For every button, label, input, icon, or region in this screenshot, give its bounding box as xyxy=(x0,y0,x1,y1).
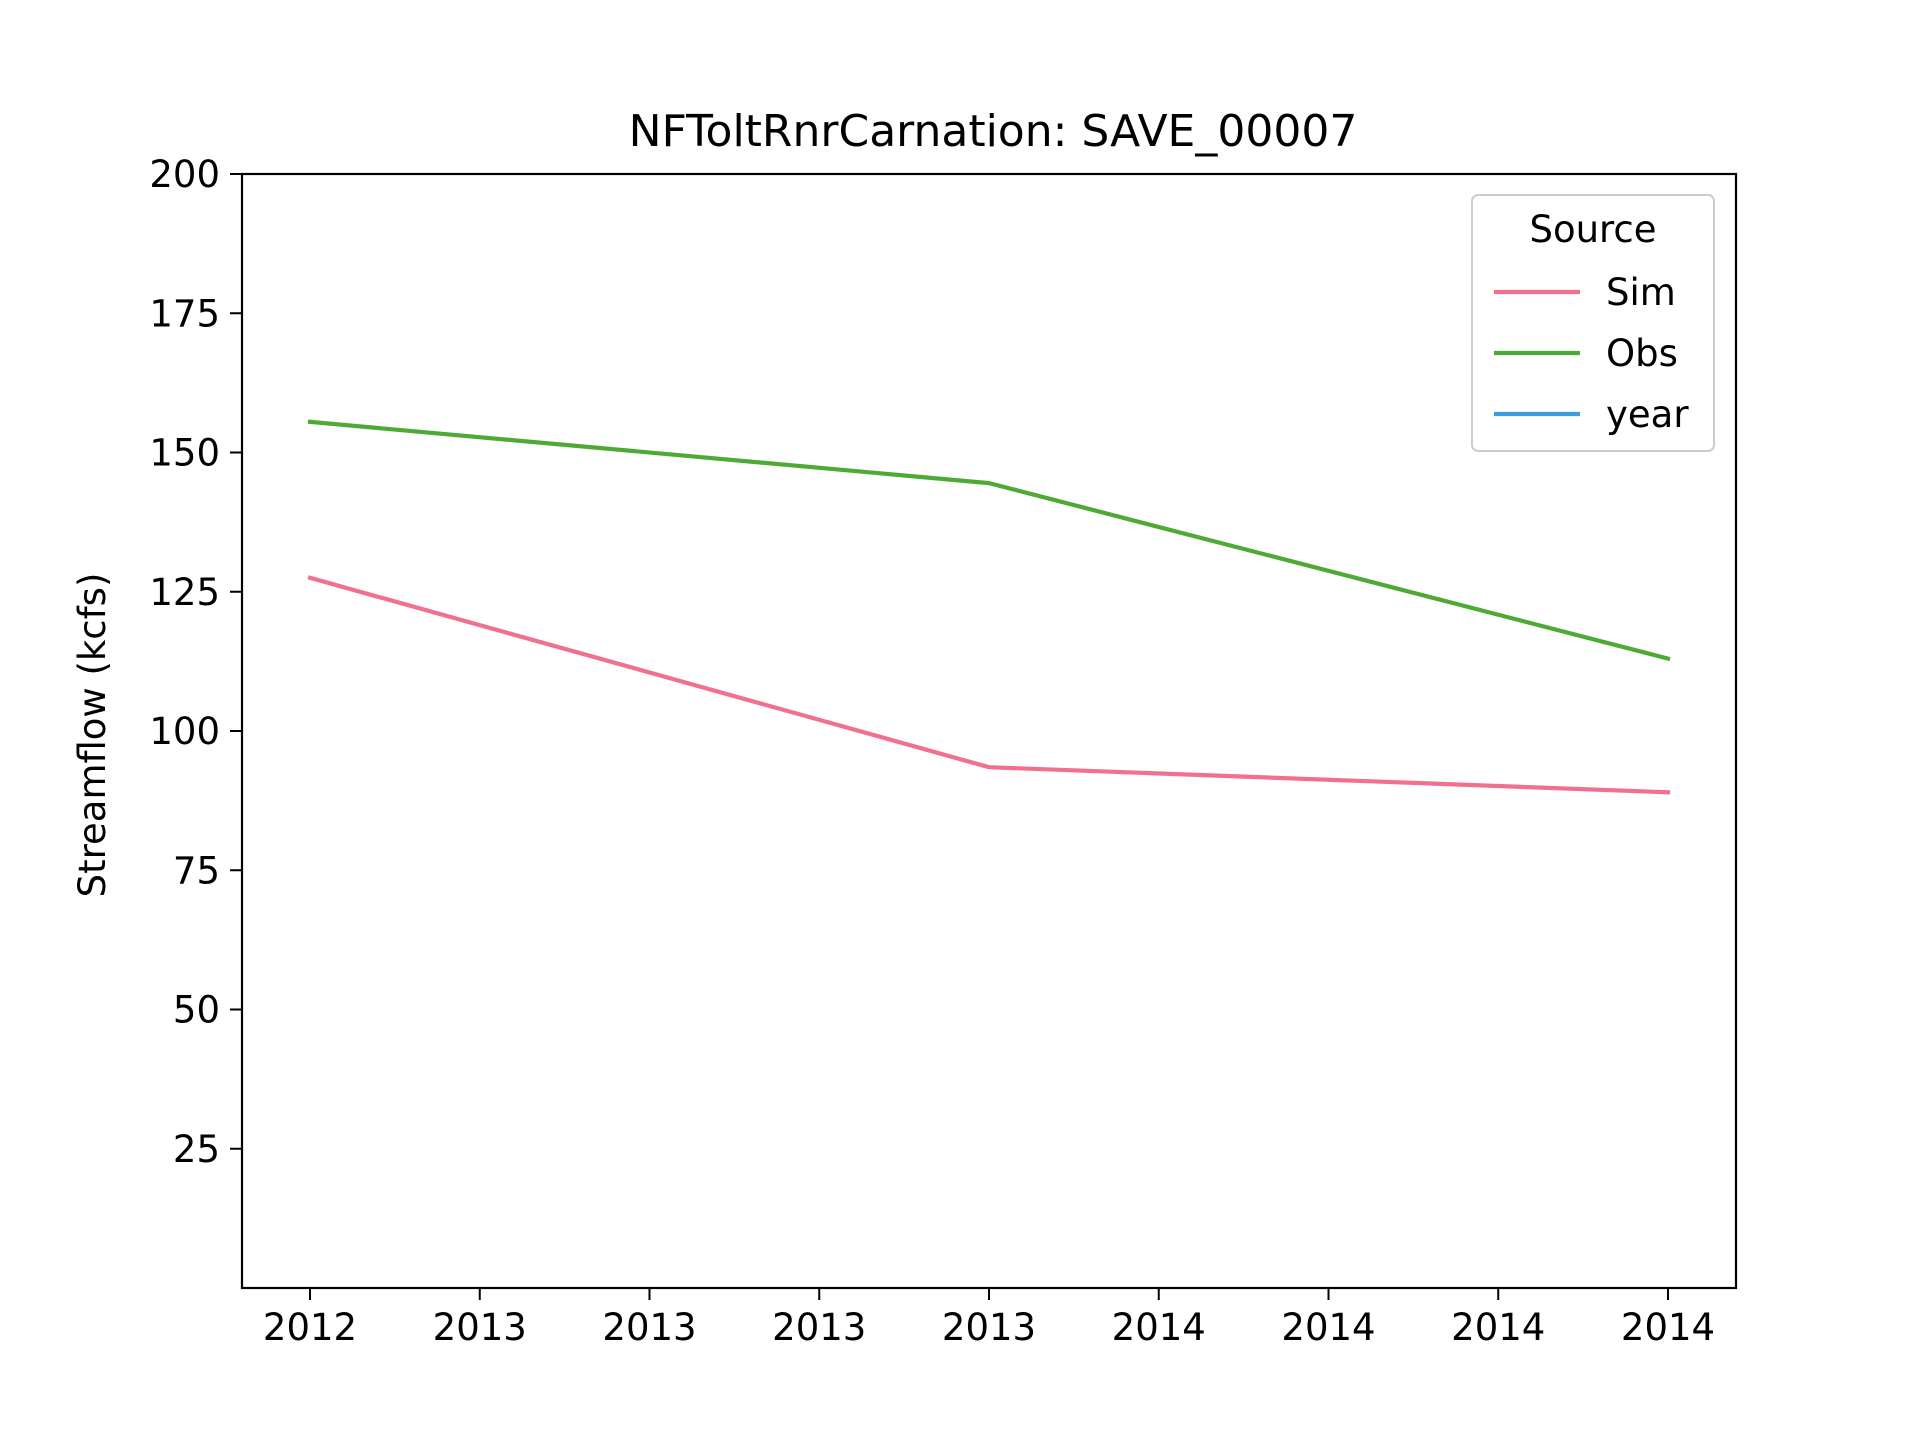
legend-label-obs: Obs xyxy=(1606,332,1678,375)
legend-title: Source xyxy=(1529,208,1656,251)
legend-label-sim: Sim xyxy=(1606,271,1676,314)
plot-area: 25 50 75 100 125 150 175 200 2012 2013 2013 2013 201… xyxy=(149,153,1738,1349)
series-line-sim xyxy=(307,575,1671,795)
y-tick-label: 125 xyxy=(149,571,220,614)
legend-label-year: year xyxy=(1606,393,1689,436)
x-tick-label: 2014 xyxy=(1112,1306,1206,1349)
y-tick-label: 75 xyxy=(173,849,220,892)
legend-entries: Sim Obs year xyxy=(1494,271,1689,436)
chart-title: NFToltRnrCarnation: SAVE_00007 xyxy=(629,106,1358,157)
legend: Source Sim Obs year xyxy=(1471,194,1715,452)
y-tick-label: 150 xyxy=(149,432,220,475)
y-tick-label: 50 xyxy=(173,989,220,1032)
legend-frame xyxy=(1471,194,1715,452)
y-axis-label: Streamflow (kcfs) xyxy=(71,573,114,898)
x-tick-label: 2014 xyxy=(1281,1306,1375,1349)
x-tick-label: 2014 xyxy=(1621,1306,1715,1349)
series-line-obs xyxy=(307,419,1671,662)
y-tick-label: 175 xyxy=(149,292,220,335)
x-tick-label: 2013 xyxy=(772,1306,866,1349)
y-tick-label: 100 xyxy=(149,710,220,753)
x-tick-label: 2014 xyxy=(1451,1306,1545,1349)
x-tick-label: 2013 xyxy=(942,1306,1036,1349)
y-tick-label: 25 xyxy=(173,1128,220,1171)
x-tick-label: 2013 xyxy=(433,1306,527,1349)
x-tick-label: 2013 xyxy=(602,1306,696,1349)
x-tick-label: 2012 xyxy=(263,1306,357,1349)
y-tick-label: 200 xyxy=(149,153,220,196)
